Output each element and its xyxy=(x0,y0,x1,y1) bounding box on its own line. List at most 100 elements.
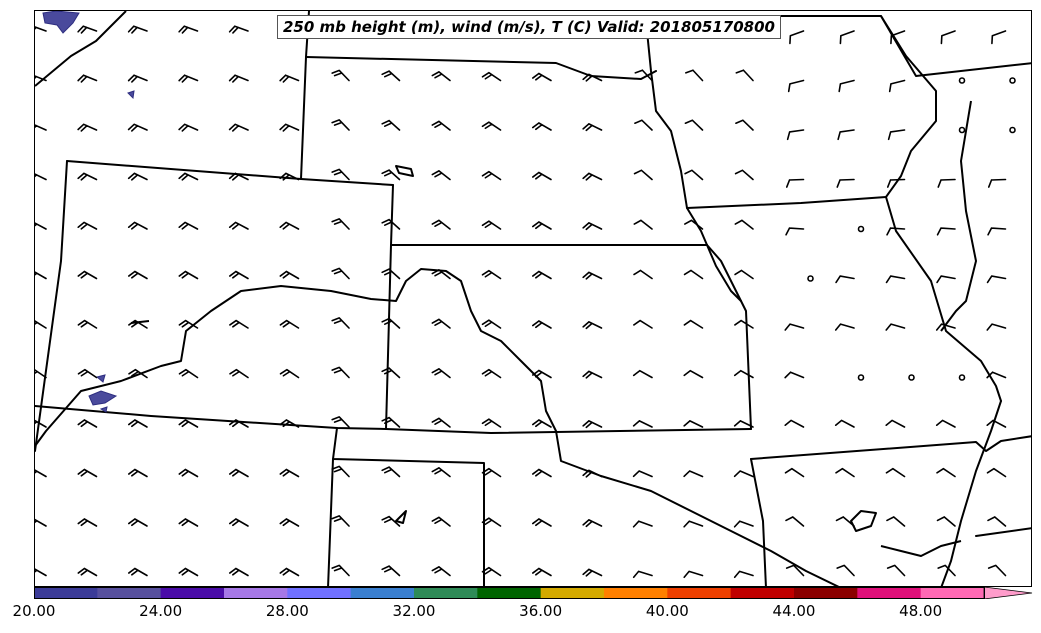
wind-barb xyxy=(634,69,653,82)
wind-barb xyxy=(381,466,401,478)
wind-barb xyxy=(331,119,350,131)
wind-barb xyxy=(178,368,199,379)
wind-barb xyxy=(531,419,552,428)
wind-barb xyxy=(734,169,754,181)
wind-barb xyxy=(279,468,300,478)
wind-barb xyxy=(178,319,199,329)
wind-barb xyxy=(127,74,148,83)
wind-barb xyxy=(279,368,300,379)
calm-wind-marker xyxy=(958,374,966,381)
calm-wind-marker xyxy=(857,374,865,381)
wind-barb xyxy=(35,419,47,428)
wind-barb xyxy=(77,221,98,230)
wind-barb xyxy=(35,270,47,280)
wind-barb xyxy=(632,470,653,478)
wind-barb xyxy=(784,323,805,331)
colorbar-tick-label: 48.00 xyxy=(899,602,943,620)
wind-barb xyxy=(279,74,300,83)
wind-barb xyxy=(937,178,956,188)
wind-barb xyxy=(785,516,805,527)
wind-barb xyxy=(987,564,1007,577)
wind-barb xyxy=(228,419,249,428)
wind-barb xyxy=(381,70,401,82)
wind-barb xyxy=(178,25,199,34)
colorbar-cell xyxy=(414,587,478,599)
colorbar-cell xyxy=(604,587,668,599)
colorbar-tick-label: 20.00 xyxy=(12,602,56,620)
wind-barb xyxy=(582,73,603,82)
wind-barb xyxy=(178,172,199,181)
wind-barb xyxy=(77,270,98,280)
wind-barb xyxy=(127,270,148,280)
wind-barb xyxy=(481,517,502,527)
wind-barb xyxy=(431,467,451,478)
wind-barb xyxy=(35,319,47,329)
colorbar-tick-label: 32.00 xyxy=(392,602,436,620)
wind-barb xyxy=(381,565,401,577)
wind-barb xyxy=(582,519,603,528)
map-panel xyxy=(34,10,1032,587)
wind-barb xyxy=(35,123,47,132)
plot-title: 250 mb height (m), wind (m/s), T (C) Val… xyxy=(277,15,781,39)
wind-barb xyxy=(683,369,704,379)
wind-barb xyxy=(531,171,552,181)
wind-barb xyxy=(77,419,98,428)
wind-barb xyxy=(837,129,855,141)
wind-barb xyxy=(481,121,502,131)
wind-barb xyxy=(431,120,451,131)
wind-barb xyxy=(127,567,148,577)
wind-barb xyxy=(734,269,754,280)
wind-barb xyxy=(886,516,906,527)
wind-barb xyxy=(683,520,704,528)
wind-barb xyxy=(886,227,906,236)
wind-barb xyxy=(481,467,502,478)
rivers xyxy=(35,11,977,586)
wind-barb xyxy=(279,567,300,577)
wind-barb xyxy=(936,467,956,478)
wind-barb xyxy=(381,119,401,131)
wind-barb xyxy=(634,119,653,131)
colorbar-extend-arrow xyxy=(983,587,1033,599)
wind-barb xyxy=(633,169,653,181)
calm-wind-marker xyxy=(958,126,966,134)
wind-barb xyxy=(735,119,754,131)
wind-barb xyxy=(279,518,300,527)
wind-barb xyxy=(178,419,199,428)
wind-barb xyxy=(279,123,300,132)
wind-barb xyxy=(940,30,956,45)
wind-barb xyxy=(683,470,704,478)
wind-barb xyxy=(279,172,300,181)
wind-barb xyxy=(986,275,1007,284)
wind-barb xyxy=(431,417,451,428)
wind-barb xyxy=(128,368,148,379)
wind-barb xyxy=(381,218,401,230)
wind-barb xyxy=(431,566,451,577)
wind-barb xyxy=(431,368,451,379)
wind-barb xyxy=(531,468,552,478)
colorbar-cell xyxy=(794,587,858,599)
calm-wind-marker xyxy=(958,77,966,84)
calm-wind-marker xyxy=(1009,77,1016,84)
wind-barb xyxy=(835,467,855,478)
wind-barb xyxy=(178,221,199,230)
wind-barb xyxy=(936,227,956,236)
wind-barb xyxy=(127,518,148,527)
wind-barb xyxy=(785,227,805,236)
wind-barb xyxy=(481,368,502,379)
wind-barb xyxy=(885,323,906,331)
wind-barb xyxy=(633,269,653,280)
wind-barb xyxy=(683,219,704,230)
calm-wind-marker xyxy=(908,374,915,381)
wind-barb xyxy=(683,570,704,579)
map-canvas xyxy=(35,11,1031,586)
wind-barb xyxy=(77,368,98,379)
wind-barb xyxy=(582,271,603,280)
wind-barb xyxy=(784,467,805,478)
wind-barb xyxy=(481,220,502,230)
wind-barb xyxy=(787,79,805,93)
wind-barb xyxy=(582,123,603,132)
wind-barb xyxy=(178,567,199,577)
wind-barb xyxy=(683,420,704,428)
wind-barb xyxy=(531,270,552,280)
wind-barb xyxy=(127,221,148,230)
